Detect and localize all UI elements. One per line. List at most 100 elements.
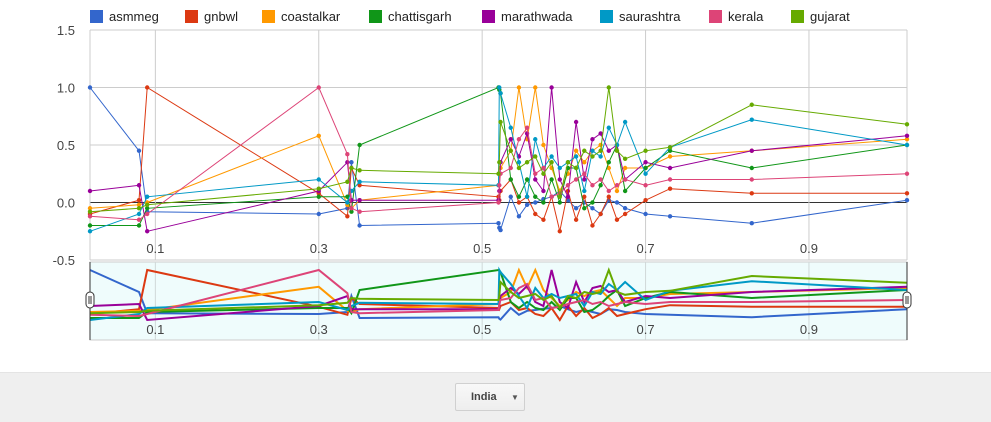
data-point[interactable]	[144, 211, 150, 217]
data-point[interactable]	[136, 198, 142, 203]
legend-swatch[interactable]	[709, 10, 722, 23]
data-point[interactable]	[345, 200, 350, 205]
data-point[interactable]	[565, 198, 571, 203]
data-point[interactable]	[541, 171, 546, 176]
data-point[interactable]	[497, 160, 502, 165]
data-point[interactable]	[590, 200, 595, 205]
data-point[interactable]	[136, 202, 142, 207]
data-point[interactable]	[87, 229, 93, 234]
data-point[interactable]	[357, 183, 362, 188]
data-point[interactable]	[590, 154, 595, 159]
data-point[interactable]	[357, 198, 362, 203]
data-point[interactable]	[590, 183, 595, 188]
data-point[interactable]	[87, 206, 93, 211]
data-point[interactable]	[557, 165, 562, 171]
data-point[interactable]	[622, 211, 628, 217]
data-point[interactable]	[524, 160, 530, 165]
data-point[interactable]	[606, 165, 611, 171]
data-point[interactable]	[516, 160, 522, 165]
data-point[interactable]	[357, 168, 362, 173]
data-point[interactable]	[614, 183, 620, 188]
data-point[interactable]	[573, 148, 579, 153]
data-point[interactable]	[345, 160, 350, 165]
data-point[interactable]	[573, 119, 579, 125]
data-point[interactable]	[524, 125, 530, 130]
data-point[interactable]	[749, 177, 754, 182]
data-point[interactable]	[606, 160, 611, 165]
data-point[interactable]	[496, 200, 501, 205]
data-point[interactable]	[643, 160, 648, 165]
data-point[interactable]	[667, 214, 673, 219]
data-point[interactable]	[498, 227, 503, 233]
data-point[interactable]	[533, 154, 538, 159]
data-point[interactable]	[904, 191, 910, 196]
data-point[interactable]	[533, 211, 538, 217]
data-point[interactable]	[622, 177, 628, 182]
data-point[interactable]	[614, 217, 620, 222]
data-point[interactable]	[136, 217, 142, 222]
legend-swatch[interactable]	[90, 10, 103, 23]
data-point[interactable]	[349, 160, 354, 165]
data-point[interactable]	[622, 165, 628, 171]
data-point[interactable]	[749, 102, 754, 107]
data-point[interactable]	[749, 191, 754, 196]
data-point[interactable]	[582, 177, 587, 182]
data-point[interactable]	[614, 148, 620, 153]
data-point[interactable]	[87, 85, 93, 90]
data-point[interactable]	[533, 200, 538, 205]
data-point[interactable]	[497, 183, 502, 188]
legend-swatch[interactable]	[185, 10, 198, 23]
data-point[interactable]	[533, 137, 538, 142]
data-point[interactable]	[541, 217, 546, 222]
data-point[interactable]	[565, 160, 571, 165]
data-point[interactable]	[316, 133, 321, 138]
data-point[interactable]	[508, 194, 513, 199]
data-point[interactable]	[144, 229, 150, 234]
data-point[interactable]	[136, 183, 142, 188]
data-point[interactable]	[590, 137, 595, 142]
data-point[interactable]	[357, 179, 362, 184]
data-point[interactable]	[87, 223, 93, 228]
data-point[interactable]	[316, 186, 321, 191]
data-point[interactable]	[533, 85, 538, 90]
data-point[interactable]	[316, 211, 321, 217]
data-point[interactable]	[316, 85, 321, 90]
data-point[interactable]	[606, 148, 611, 153]
data-point[interactable]	[643, 198, 648, 203]
data-point[interactable]	[573, 217, 579, 222]
data-point[interactable]	[598, 211, 603, 217]
data-point[interactable]	[533, 194, 538, 199]
legend-swatch[interactable]	[369, 10, 382, 23]
data-point[interactable]	[643, 148, 648, 153]
data-point[interactable]	[549, 194, 554, 199]
data-point[interactable]	[904, 122, 910, 127]
data-point[interactable]	[87, 214, 93, 219]
data-point[interactable]	[643, 171, 648, 176]
data-point[interactable]	[598, 154, 603, 159]
data-point[interactable]	[508, 165, 513, 171]
data-point[interactable]	[598, 183, 603, 188]
data-point[interactable]	[349, 209, 354, 214]
data-point[interactable]	[749, 117, 754, 122]
data-point[interactable]	[667, 154, 673, 159]
data-point[interactable]	[573, 177, 579, 182]
data-point[interactable]	[541, 142, 546, 148]
data-point[interactable]	[598, 142, 603, 148]
data-point[interactable]	[622, 188, 628, 194]
data-point[interactable]	[606, 125, 611, 130]
data-point[interactable]	[573, 165, 579, 171]
data-point[interactable]	[136, 211, 142, 217]
data-point[interactable]	[144, 206, 150, 211]
data-point[interactable]	[541, 200, 546, 205]
data-point[interactable]	[904, 133, 910, 138]
data-point[interactable]	[87, 188, 93, 194]
data-point[interactable]	[598, 177, 603, 182]
data-point[interactable]	[606, 194, 611, 199]
data-point[interactable]	[357, 142, 362, 148]
data-point[interactable]	[498, 119, 503, 125]
data-point[interactable]	[345, 214, 350, 219]
data-point[interactable]	[533, 171, 538, 176]
data-point[interactable]	[508, 148, 513, 153]
data-point[interactable]	[667, 177, 673, 182]
range-handle-left[interactable]	[85, 291, 95, 309]
